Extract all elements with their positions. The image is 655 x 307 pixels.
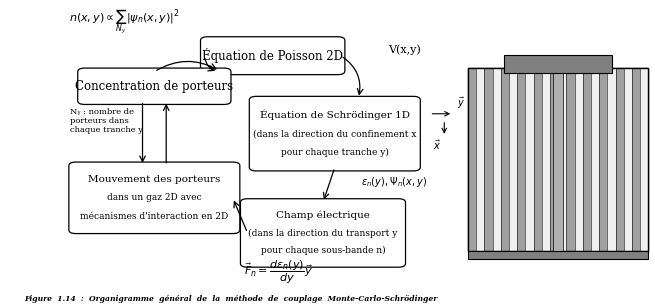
Text: (dans la direction du confinement x: (dans la direction du confinement x bbox=[253, 129, 417, 138]
Bar bbox=[553, 68, 563, 251]
Text: $\vec{y}$: $\vec{y}$ bbox=[457, 95, 465, 111]
Text: Équation de Schrödinger 1D: Équation de Schrödinger 1D bbox=[260, 109, 410, 120]
Bar bbox=[558, 68, 567, 251]
Text: $\vec{x}$: $\vec{x}$ bbox=[433, 138, 441, 152]
Text: pour chaque tranche y): pour chaque tranche y) bbox=[281, 148, 389, 157]
Text: Champ électrique: Champ électrique bbox=[276, 211, 370, 220]
Text: (dans la direction du transport y: (dans la direction du transport y bbox=[248, 228, 398, 238]
Text: dans un gaz 2D avec: dans un gaz 2D avec bbox=[107, 193, 202, 202]
Bar bbox=[468, 68, 648, 251]
Text: $\vec{F}_n = \dfrac{d\varepsilon_n(y)}{dy}\vec{y}$: $\vec{F}_n = \dfrac{d\varepsilon_n(y)}{d… bbox=[244, 259, 313, 286]
Bar bbox=[542, 68, 550, 251]
Bar bbox=[550, 68, 558, 251]
Bar bbox=[468, 251, 648, 259]
Bar bbox=[468, 68, 648, 251]
Text: Concentration de porteurs: Concentration de porteurs bbox=[75, 80, 233, 93]
Text: Figure  1.14  :  Organigramme  général  de  la  méthode  de  couplage  Monte-Car: Figure 1.14 : Organigramme général de la… bbox=[25, 295, 438, 303]
FancyBboxPatch shape bbox=[240, 199, 405, 267]
Bar bbox=[509, 68, 517, 251]
Bar bbox=[632, 68, 640, 251]
Bar bbox=[599, 68, 607, 251]
Bar bbox=[616, 68, 624, 251]
FancyBboxPatch shape bbox=[69, 162, 240, 234]
FancyBboxPatch shape bbox=[200, 37, 345, 75]
Bar bbox=[624, 68, 632, 251]
Bar bbox=[504, 55, 612, 73]
Bar bbox=[640, 68, 648, 251]
Bar bbox=[591, 68, 599, 251]
FancyBboxPatch shape bbox=[78, 68, 231, 104]
Text: $\varepsilon_n(y),\Psi_n(x,y)$: $\varepsilon_n(y),\Psi_n(x,y)$ bbox=[362, 175, 427, 189]
Bar bbox=[517, 68, 525, 251]
Bar bbox=[607, 68, 616, 251]
Text: $n(x,y) \propto \sum_{N_y}|\psi_n(x,y)|^2$: $n(x,y) \propto \sum_{N_y}|\psi_n(x,y)|^… bbox=[69, 7, 179, 36]
FancyBboxPatch shape bbox=[250, 96, 421, 171]
Bar bbox=[525, 68, 534, 251]
Bar bbox=[493, 68, 500, 251]
Bar bbox=[567, 68, 574, 251]
Bar bbox=[484, 68, 493, 251]
Bar bbox=[500, 68, 509, 251]
Bar bbox=[476, 68, 484, 251]
Text: Équation de Poisson 2D: Équation de Poisson 2D bbox=[202, 48, 343, 63]
Text: pour chaque sous-bande n): pour chaque sous-bande n) bbox=[261, 246, 385, 255]
Text: Nᵧ : nombre de
porteurs dans
chaque tranche y: Nᵧ : nombre de porteurs dans chaque tran… bbox=[70, 108, 143, 134]
Bar bbox=[468, 68, 476, 251]
Text: V(x,y): V(x,y) bbox=[388, 44, 421, 55]
Bar bbox=[574, 68, 583, 251]
Text: Mouvement des porteurs: Mouvement des porteurs bbox=[88, 175, 221, 184]
Bar bbox=[534, 68, 542, 251]
Bar bbox=[583, 68, 591, 251]
Text: mécanismes d'interaction en 2D: mécanismes d'interaction en 2D bbox=[80, 212, 229, 221]
